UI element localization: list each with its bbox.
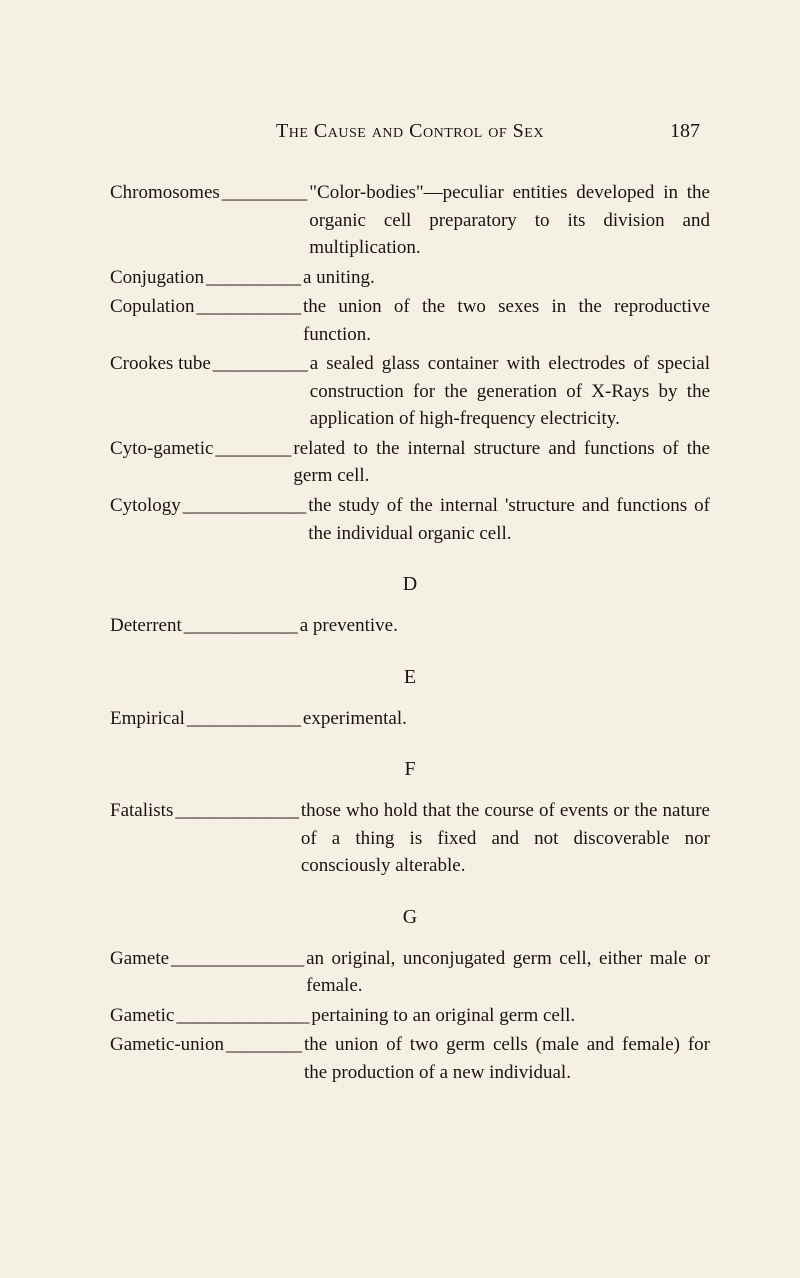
glossary-entry: Conjugation __________a uniting. [110,264,710,292]
glossary-term: Empirical [110,705,185,733]
header-title: The Cause and Control of Sex [276,120,544,142]
glossary-definition: an original, unconjugated germ cell, eit… [306,945,710,1000]
glossary-entry: Cytology _____________the study of the i… [110,492,710,547]
glossary-body: Chromosomes _________"Color-bodies"—pecu… [110,179,710,1087]
glossary-term: Fatalists [110,797,173,825]
section-letter: E [110,666,710,689]
glossary-term: Gametic [110,1002,174,1030]
glossary-definition: those who hold that the course of events… [301,797,710,880]
glossary-entry: Copulation ___________the union of the t… [110,293,710,348]
section-letter: F [110,758,710,781]
glossary-term: Gamete [110,945,169,973]
leader-dashes: ____________ [182,612,300,640]
leader-dashes: _________ [220,179,310,207]
glossary-entry: Cyto-gametic ________ related to the int… [110,435,710,490]
running-header: The Cause and Control of Sex [110,120,710,143]
glossary-term: Cytology [110,492,181,520]
leader-dashes: ________ [224,1031,304,1059]
glossary-definition: experimental. [303,705,710,733]
glossary-term: Chromosomes [110,179,220,207]
glossary-entry: Deterrent ____________a preventive. [110,612,710,640]
glossary-definition: related to the internal structure and fu… [293,435,710,490]
glossary-definition: the union of two germ cells (male and fe… [304,1031,710,1086]
leader-dashes: ___________ [194,293,303,321]
glossary-definition: a uniting. [303,264,710,292]
page-content: 187 The Cause and Control of Sex Chromos… [0,0,800,1149]
glossary-term: Copulation [110,293,194,321]
glossary-definition: the union of the two sexes in the reprod… [303,293,710,348]
glossary-term: Deterrent [110,612,182,640]
glossary-term: Gametic-union [110,1031,224,1059]
glossary-definition: "Color-bodies"—peculiar entities develop… [309,179,710,262]
glossary-definition: a preventive. [300,612,710,640]
leader-dashes: ________ [213,435,293,463]
leader-dashes: __________ [211,350,310,378]
glossary-entry: Empirical ____________experimental. [110,705,710,733]
glossary-term: Cyto-gametic [110,435,213,463]
glossary-term: Conjugation [110,264,204,292]
leader-dashes: _____________ [173,797,301,825]
glossary-term: Crookes tube [110,350,211,378]
glossary-definition: a sealed glass container with electrodes… [310,350,710,433]
leader-dashes: ______________ [169,945,306,973]
glossary-entry: Crookes tube __________a sealed glass co… [110,350,710,433]
leader-dashes: _____________ [181,492,309,520]
leader-dashes: __________ [204,264,303,292]
section-letter: G [110,906,710,929]
leader-dashes: ______________ [174,1002,311,1030]
glossary-entry: Chromosomes _________"Color-bodies"—pecu… [110,179,710,262]
glossary-entry: Gametic ______________pertaining to an o… [110,1002,710,1030]
glossary-definition: pertaining to an original germ cell. [311,1002,710,1030]
glossary-entry: Fatalists _____________those who hold th… [110,797,710,880]
leader-dashes: ____________ [185,705,303,733]
glossary-definition: the study of the internal 'structure and… [308,492,710,547]
page-number: 187 [670,120,700,143]
glossary-entry: Gametic-union ________the union of two g… [110,1031,710,1086]
glossary-entry: Gamete ______________an original, unconj… [110,945,710,1000]
section-letter: D [110,573,710,596]
